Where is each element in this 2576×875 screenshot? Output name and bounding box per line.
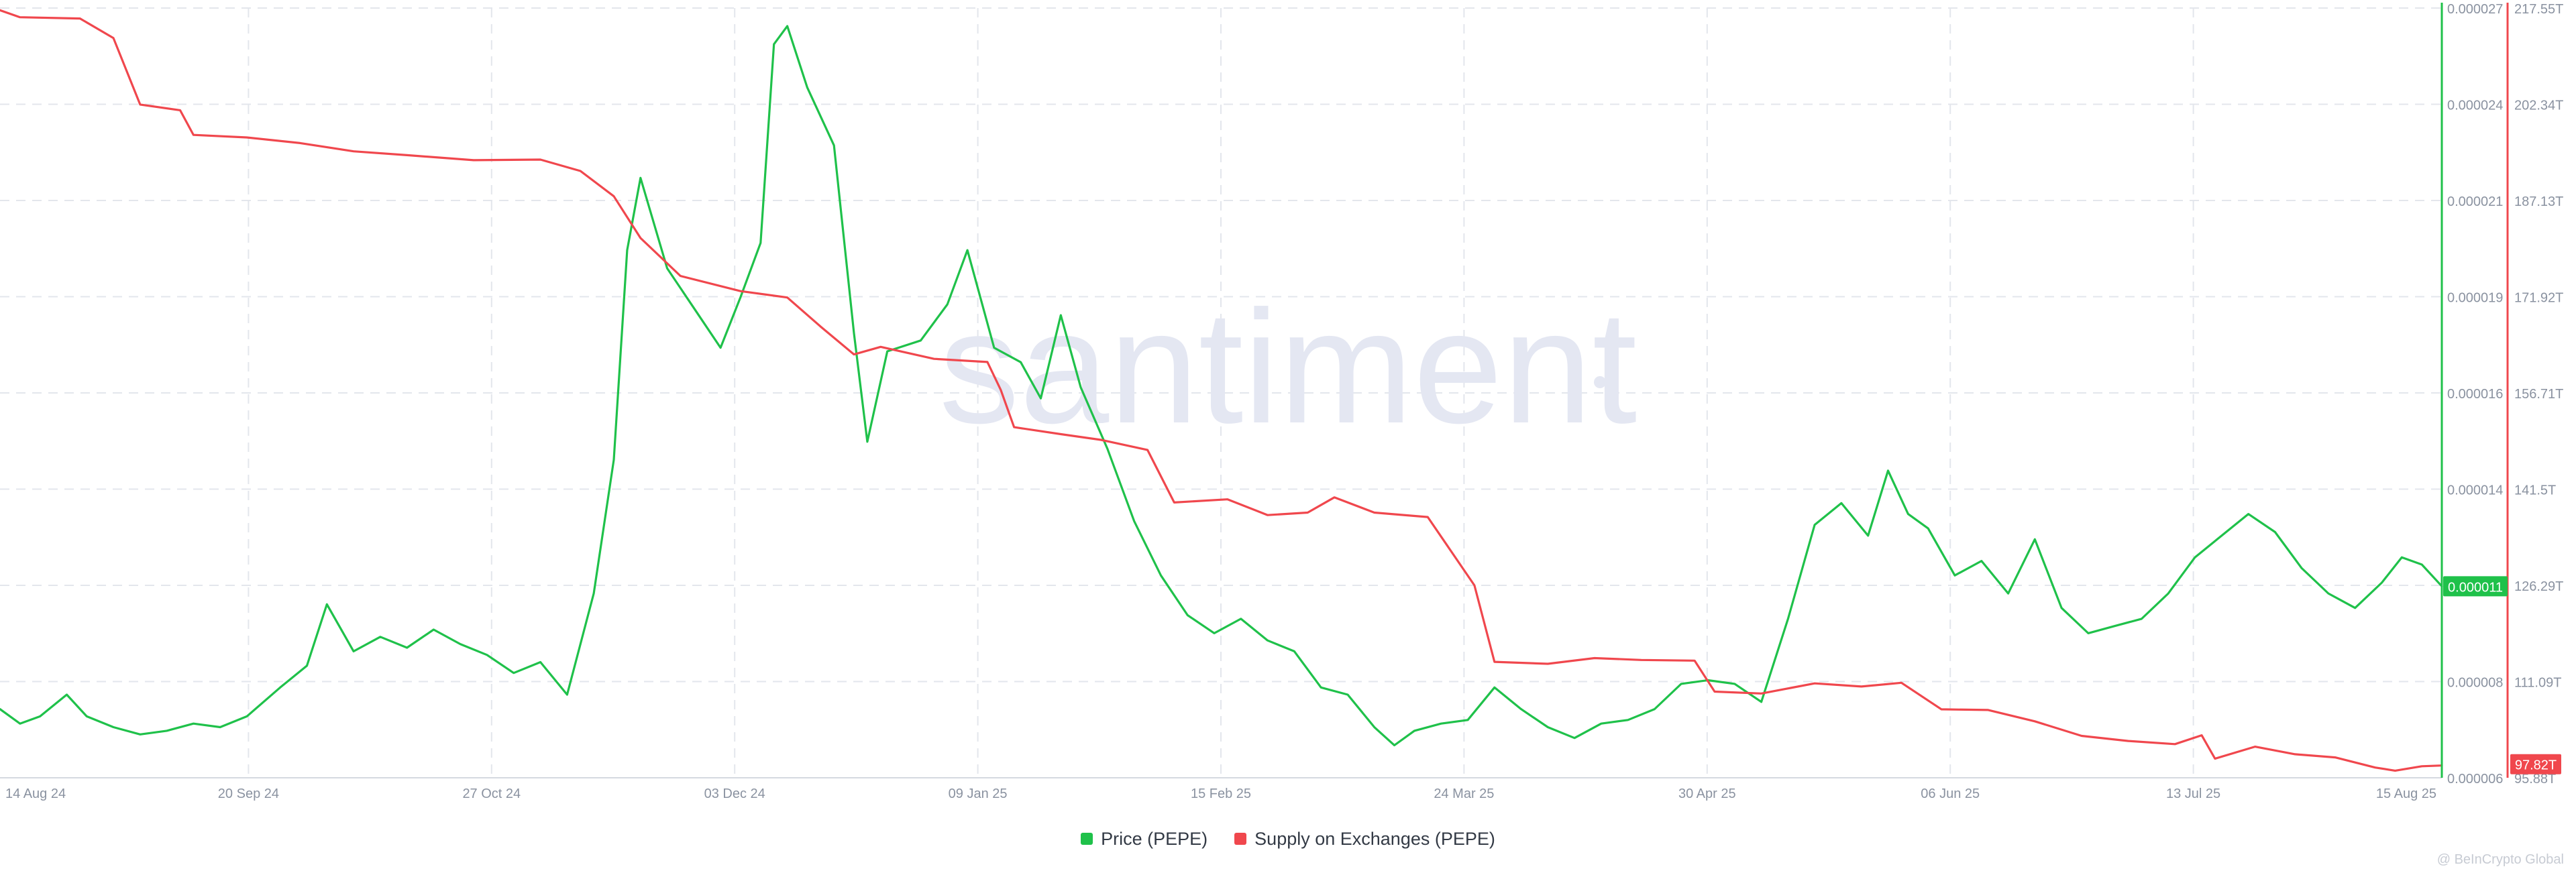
legend-label-price: Price (PEPE): [1101, 829, 1208, 850]
x-tick-label: 30 Apr 25: [1678, 786, 1736, 801]
watermark-dot: [1594, 376, 1606, 388]
x-tick-label: 09 Jan 25: [949, 786, 1008, 801]
footer-credit: @ BeInCrypto Global: [2437, 852, 2564, 868]
y-left-tick-label: 0.000024: [2447, 99, 2503, 113]
price-current-label: 0.000011: [2448, 580, 2503, 595]
legend-item-supply[interactable]: Supply on Exchanges (PEPE): [1234, 829, 1495, 850]
y-left-tick-label: 0.000021: [2447, 194, 2503, 209]
x-tick-label: 20 Sep 24: [218, 786, 279, 801]
x-tick-label: 13 Jul 25: [2166, 786, 2220, 801]
y-left-tick-label: 0.000016: [2447, 387, 2503, 402]
supply-current-label: 97.82T: [2515, 758, 2557, 773]
y-right-tick-label: 111.09T: [2514, 676, 2561, 691]
legend-label-supply: Supply on Exchanges (PEPE): [1254, 829, 1495, 850]
y-right-tick-label: 126.29T: [2514, 579, 2563, 594]
y-left-tick-label: 0.000006: [2447, 772, 2503, 786]
y-left-tick-label: 0.000027: [2447, 2, 2503, 17]
x-tick-label: 15 Aug 25: [2376, 786, 2436, 801]
y-left-tick-label: 0.000014: [2447, 483, 2503, 498]
watermark-santiment: santiment: [939, 277, 1638, 457]
legend-swatch-supply: [1234, 833, 1246, 845]
x-tick-label: 06 Jun 25: [1921, 786, 1980, 801]
y-right-tick-label: 141.5T: [2514, 483, 2556, 498]
y-right-tick-label: 187.13T: [2514, 194, 2563, 209]
x-tick-label: 03 Dec 24: [704, 786, 765, 801]
y-right-tick-label: 156.71T: [2514, 387, 2563, 402]
y-right-tick-label: 202.34T: [2514, 99, 2563, 113]
legend-item-price[interactable]: Price (PEPE): [1081, 829, 1208, 850]
y-left-tick-label: 0.000008: [2447, 676, 2503, 691]
chart-legend: Price (PEPE) Supply on Exchanges (PEPE): [0, 824, 2576, 854]
x-tick-label: 14 Aug 24: [5, 786, 66, 801]
y-right-tick-label: 217.55T: [2514, 2, 2563, 17]
legend-swatch-price: [1081, 833, 1093, 845]
x-tick-label: 15 Feb 25: [1191, 786, 1251, 801]
y-right-tick-label: 171.92T: [2514, 291, 2563, 306]
x-tick-label: 27 Oct 24: [462, 786, 521, 801]
y-left-tick-label: 0.000019: [2447, 291, 2503, 306]
x-tick-label: 24 Mar 25: [1434, 786, 1494, 801]
